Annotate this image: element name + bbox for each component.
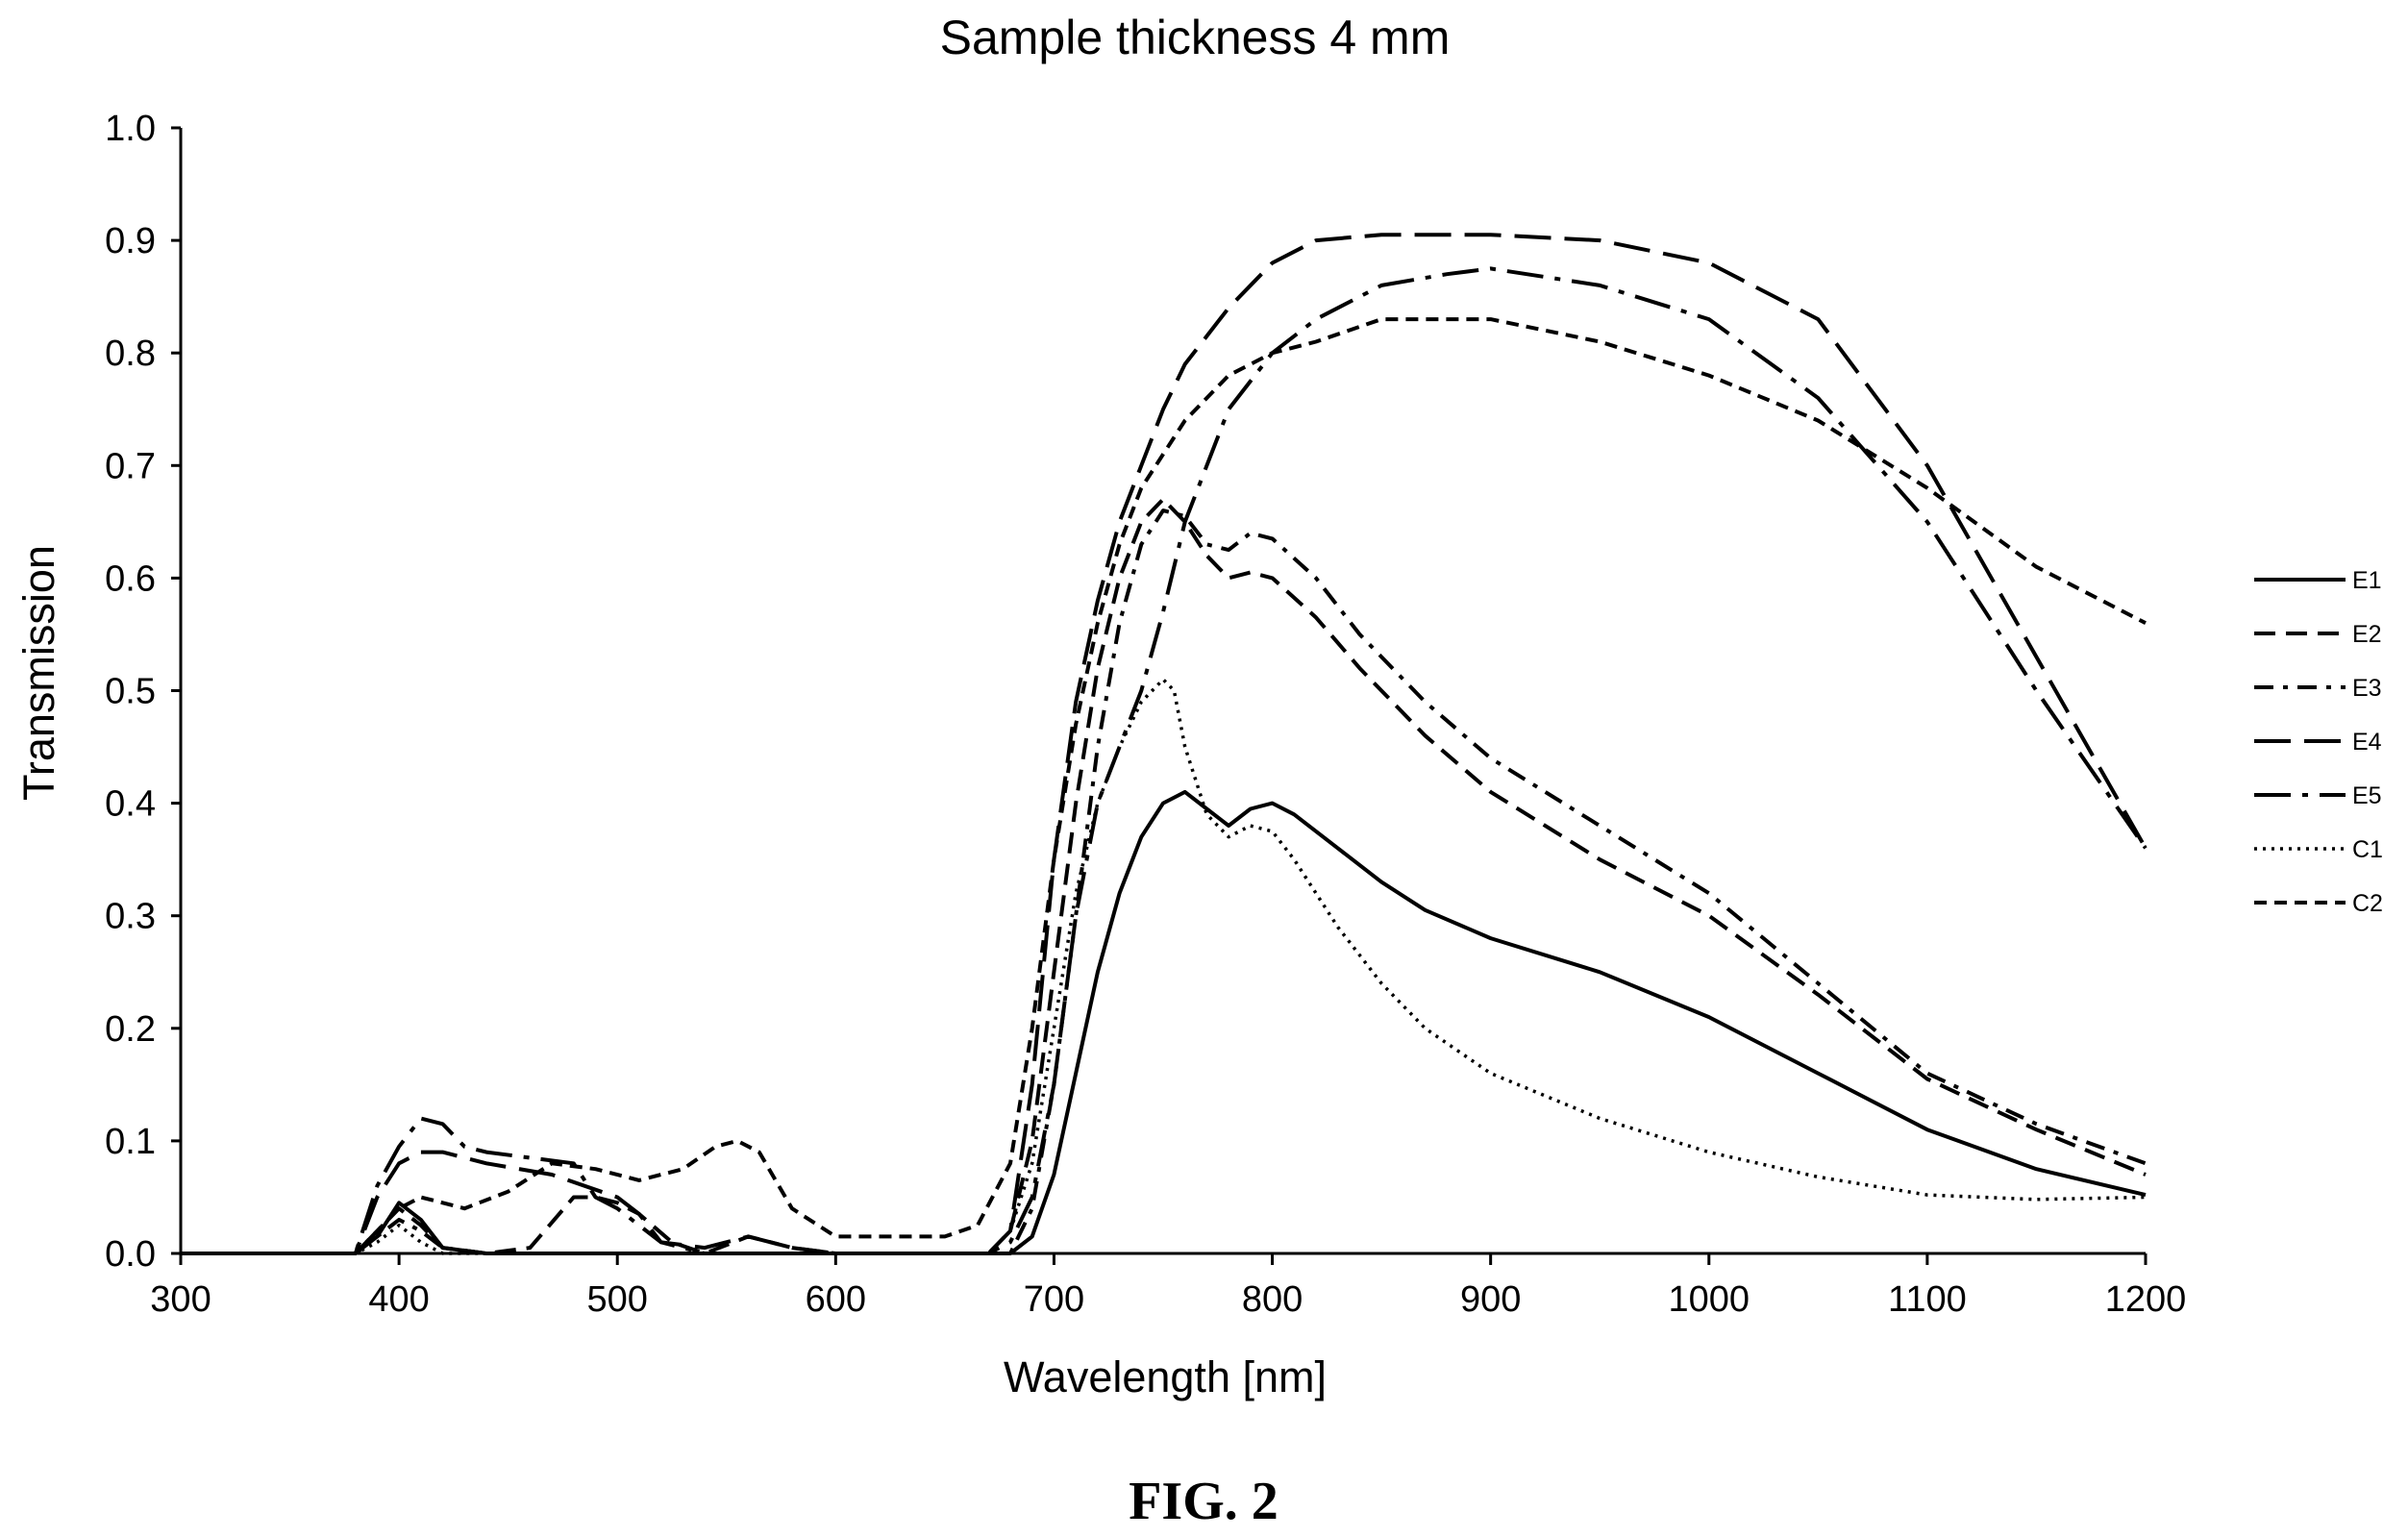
- y-tick-label: 0.9: [105, 221, 156, 261]
- x-tick-label: 1000: [1669, 1279, 1750, 1320]
- series-line-e3: [181, 508, 2147, 1255]
- series-line-c1: [181, 678, 2147, 1255]
- legend-label-e1: E1: [2352, 567, 2382, 594]
- y-axis: 0.0 0.1 0.2 0.3 0.4 0.5 0.6 0.7 0.8 0.9 1.0: [105, 109, 183, 1275]
- x-tick-label: 700: [1024, 1279, 1084, 1320]
- y-tick-label: 0.8: [105, 334, 156, 374]
- figure-caption: FIG. 2: [1129, 1472, 1278, 1531]
- legend-label-e2: E2: [2352, 621, 2382, 648]
- series-line-c2: [181, 317, 2147, 1255]
- legend-label-e5: E5: [2352, 782, 2382, 809]
- x-tick-label: 600: [806, 1279, 866, 1320]
- y-tick-label: 0.6: [105, 558, 156, 599]
- y-tick-label: 0.5: [105, 672, 156, 712]
- chart-title: Sample thickness 4 mm: [940, 11, 1451, 64]
- series-line-e4: [181, 233, 2147, 1255]
- y-tick-label: 0.1: [105, 1122, 156, 1162]
- x-axis: 300 400 500 600 700 800 900 1000 1100 1200: [150, 1252, 2187, 1320]
- x-tick-label: 500: [587, 1279, 648, 1320]
- y-axis-label: Transmission: [14, 545, 63, 801]
- legend-label-e4: E4: [2352, 729, 2382, 756]
- y-tick-label: 0.0: [105, 1234, 156, 1275]
- y-tick-label: 0.3: [105, 897, 156, 937]
- y-tick-label: 1.0: [105, 109, 156, 149]
- x-tick-label: 800: [1242, 1279, 1303, 1320]
- x-tick-label: 900: [1460, 1279, 1521, 1320]
- y-tick-label: 0.2: [105, 1009, 156, 1050]
- x-tick-label: 300: [150, 1279, 211, 1320]
- x-axis-label: Wavelength [nm]: [1004, 1352, 1327, 1401]
- legend-label-e3: E3: [2352, 675, 2382, 702]
- x-tick-label: 400: [368, 1279, 429, 1320]
- series-line-e2: [181, 497, 2147, 1255]
- legend-label-c1: C1: [2352, 836, 2383, 863]
- series-line-e1: [181, 789, 2147, 1255]
- y-tick-label: 0.4: [105, 784, 156, 825]
- legend: E1 E2 E3 E4 E5 C1 C2: [2254, 567, 2383, 917]
- x-tick-label: 1200: [2105, 1279, 2187, 1320]
- legend-label-c2: C2: [2352, 890, 2383, 917]
- y-tick-label: 0.7: [105, 446, 156, 486]
- series-line-e5: [181, 266, 2147, 1255]
- plot-area: [181, 233, 2147, 1255]
- x-tick-label: 1100: [1888, 1279, 1967, 1320]
